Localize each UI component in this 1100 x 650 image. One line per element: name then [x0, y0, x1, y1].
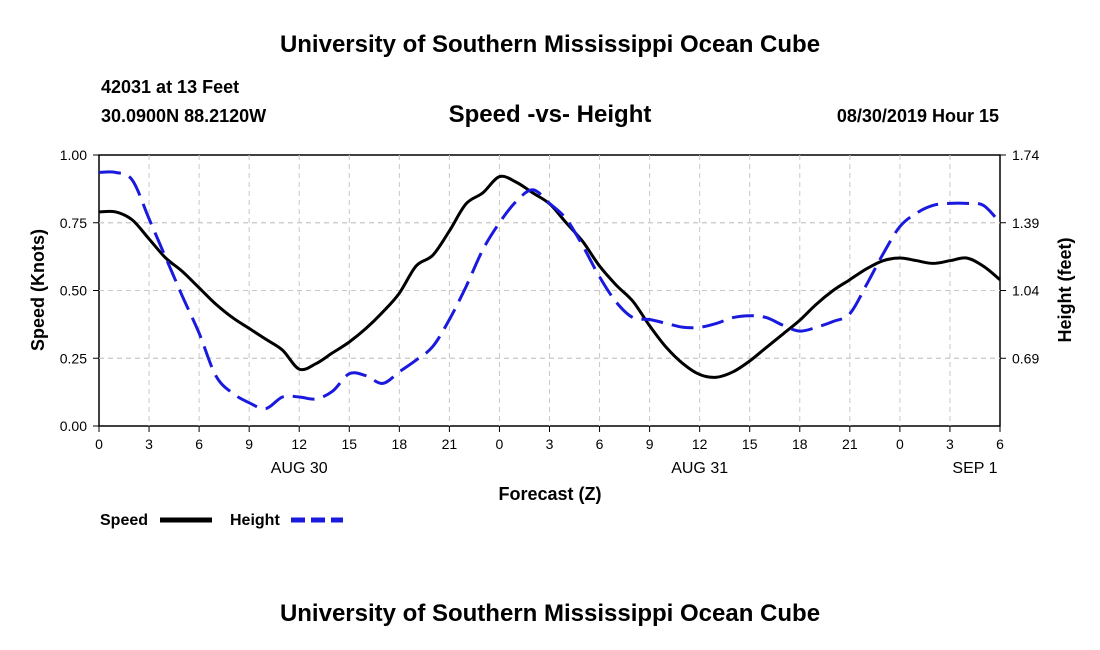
- y2-tick-label: 1.39: [1012, 215, 1039, 231]
- x-tick-label: 12: [692, 436, 708, 452]
- x-tick-label: 9: [646, 436, 654, 452]
- date-label: SEP 1: [952, 460, 997, 477]
- y-tick-label: 0.50: [60, 283, 87, 299]
- x-tick-label: 0: [95, 436, 103, 452]
- x-tick-label: 6: [195, 436, 203, 452]
- x-tick-label: 18: [392, 436, 408, 452]
- y2-tick-label: 1.74: [1012, 147, 1039, 163]
- chart-title: University of Southern Mississippi Ocean…: [279, 31, 821, 58]
- y-tick-label: 0.25: [60, 350, 87, 366]
- y-tick-label: 1.00: [60, 147, 87, 163]
- x-tick-label: 12: [291, 436, 307, 452]
- datetime-label: 08/30/2019 Hour 15: [836, 106, 999, 126]
- legend-label-height: Height: [230, 512, 280, 529]
- x-tick-label: 15: [742, 436, 758, 452]
- y-axis-label: Speed (Knots): [28, 229, 48, 351]
- date-label: AUG 31: [671, 460, 728, 477]
- y-tick-label: 0.75: [60, 215, 87, 231]
- y2-tick-label: 0.69: [1012, 350, 1039, 366]
- y-tick-label: 0.00: [60, 418, 87, 434]
- y2-tick-label: 1.04: [1012, 283, 1039, 299]
- x-tick-label: 21: [442, 436, 458, 452]
- x-tick-label: 3: [145, 436, 153, 452]
- date-label: AUG 30: [271, 460, 328, 477]
- chart-subtitle: Speed -vs- Height: [448, 101, 652, 128]
- x-tick-label: 15: [341, 436, 357, 452]
- x-tick-label: 21: [842, 436, 858, 452]
- station-label: 42031 at 13 Feet: [101, 77, 240, 97]
- x-tick-label: 3: [946, 436, 954, 452]
- legend: Speed Height: [100, 512, 343, 529]
- coordinates-label: 30.0900N 88.2120W: [101, 106, 267, 126]
- series-lines: [98, 170, 1002, 411]
- y2-axis-label: Height (feet): [1055, 238, 1075, 343]
- grid-lines: [99, 155, 1000, 426]
- footer-title: University of Southern Mississippi Ocean…: [279, 600, 821, 627]
- x-tick-label: 9: [245, 436, 253, 452]
- x-tick-label: 6: [996, 436, 1004, 452]
- x-axis: 0 3 6 9 12 15 18 21 0 3 6 9 12 15 18 21 0 3 6 AUG 30 AUG 31 S…: [95, 426, 1004, 477]
- x-tick-label: 0: [896, 436, 904, 452]
- x-tick-label: 0: [496, 436, 504, 452]
- x-tick-label: 3: [546, 436, 554, 452]
- x-axis-label: Forecast (Z): [498, 484, 601, 504]
- legend-label-speed: Speed: [100, 512, 148, 529]
- x-tick-label: 18: [792, 436, 808, 452]
- series-line-height: [98, 170, 1002, 411]
- y-axis-right: 0.69 1.04 1.39 1.74: [1000, 147, 1039, 366]
- y-axis-left: 0.00 0.25 0.50 0.75 1.00: [60, 147, 99, 434]
- x-tick-label: 6: [596, 436, 604, 452]
